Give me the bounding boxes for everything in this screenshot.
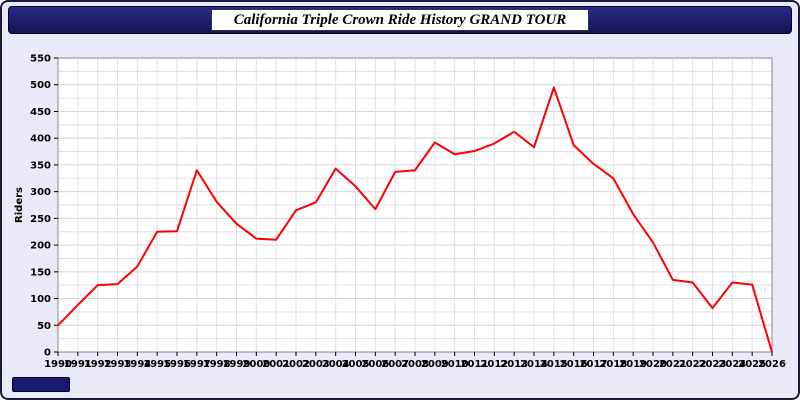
- chart-area: 0 50 100 150 200 250 300 350 400 450 500 550 1990 199…: [10, 44, 794, 380]
- svg-text:2022: 2022: [679, 359, 707, 370]
- svg-text:1996: 1996: [163, 359, 191, 370]
- svg-text:100: 100: [30, 294, 51, 305]
- svg-text:500: 500: [30, 80, 51, 91]
- svg-text:2002: 2002: [282, 359, 310, 370]
- svg-text:2011: 2011: [461, 359, 489, 370]
- svg-text:2007: 2007: [381, 359, 409, 370]
- svg-text:2026: 2026: [758, 359, 786, 370]
- svg-text:2010: 2010: [441, 359, 469, 370]
- svg-text:2020: 2020: [639, 359, 667, 370]
- svg-text:2018: 2018: [599, 359, 627, 370]
- svg-text:Riders: Riders: [14, 187, 25, 223]
- svg-text:2005: 2005: [342, 359, 370, 370]
- svg-text:300: 300: [30, 187, 51, 198]
- svg-text:2001: 2001: [262, 359, 290, 370]
- svg-text:2024: 2024: [718, 359, 746, 370]
- svg-text:2008: 2008: [401, 359, 429, 370]
- svg-text:2000: 2000: [242, 359, 270, 370]
- svg-text:450: 450: [30, 107, 51, 118]
- svg-text:550: 550: [30, 54, 51, 65]
- svg-text:400: 400: [30, 134, 51, 145]
- svg-text:2017: 2017: [580, 359, 608, 370]
- svg-text:2016: 2016: [560, 359, 588, 370]
- svg-text:1992: 1992: [84, 359, 112, 370]
- svg-text:2023: 2023: [699, 359, 727, 370]
- svg-text:1995: 1995: [143, 359, 171, 370]
- svg-text:150: 150: [30, 267, 51, 278]
- svg-text:2004: 2004: [322, 359, 350, 370]
- svg-text:2006: 2006: [361, 359, 389, 370]
- svg-text:2012: 2012: [480, 359, 508, 370]
- svg-text:1990: 1990: [44, 359, 72, 370]
- svg-text:350: 350: [30, 160, 51, 171]
- svg-text:2009: 2009: [421, 359, 449, 370]
- title-bar: California Triple Crown Ride History GRA…: [8, 6, 792, 34]
- svg-text:1997: 1997: [183, 359, 211, 370]
- svg-text:1991: 1991: [64, 359, 92, 370]
- chart-title: California Triple Crown Ride History GRA…: [210, 9, 590, 31]
- svg-text:1993: 1993: [104, 359, 132, 370]
- svg-text:250: 250: [30, 214, 51, 225]
- svg-text:1994: 1994: [123, 359, 151, 370]
- footer-button[interactable]: [12, 377, 70, 392]
- riders-line-chart: 0501001502002503003504004505005501990199…: [14, 54, 786, 371]
- svg-text:2003: 2003: [302, 359, 330, 370]
- svg-text:2014: 2014: [520, 359, 548, 370]
- svg-text:2019: 2019: [619, 359, 647, 370]
- svg-text:2025: 2025: [738, 359, 766, 370]
- svg-text:50: 50: [37, 321, 51, 332]
- svg-text:1998: 1998: [203, 359, 231, 370]
- svg-text:0: 0: [44, 348, 51, 359]
- svg-text:2021: 2021: [659, 359, 687, 370]
- svg-text:1999: 1999: [223, 359, 251, 370]
- svg-text:2013: 2013: [500, 359, 528, 370]
- svg-text:200: 200: [30, 241, 51, 252]
- svg-text:2015: 2015: [540, 359, 568, 370]
